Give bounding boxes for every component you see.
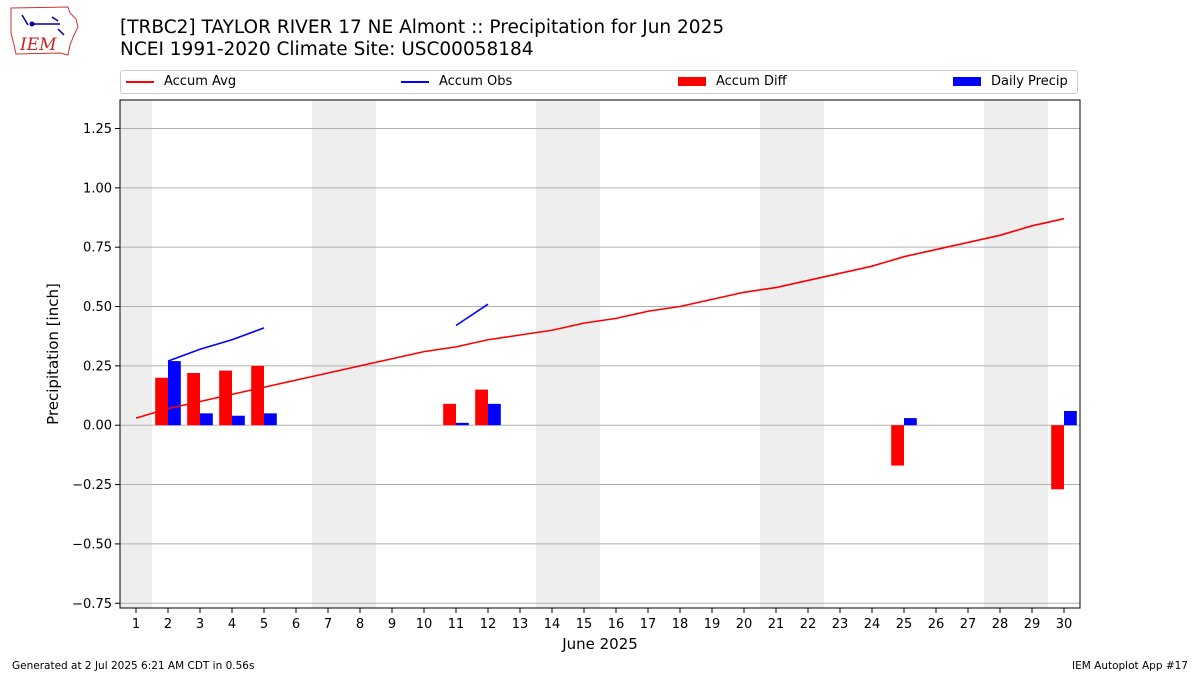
x-tick-label: 30 (1056, 617, 1073, 632)
series-lines (135, 217, 1065, 419)
x-tick-label: 26 (928, 617, 945, 632)
x-tick-label: 22 (800, 617, 817, 632)
footer-app: IEM Autoplot App #17 (1072, 660, 1188, 672)
x-tick-label: 7 (324, 617, 332, 632)
x-tick-label: 11 (448, 617, 465, 632)
accum-diff-bar (251, 365, 264, 426)
weekend-band (984, 100, 1048, 608)
legend-swatch-daily-precip (953, 77, 981, 86)
iem-logo: IEM (8, 5, 80, 63)
chart-title: [TRBC2] TAYLOR RIVER 17 NE Almont :: Pre… (120, 17, 725, 38)
y-tick-label: 0.25 (83, 359, 112, 374)
x-tick-label: 21 (768, 617, 785, 632)
accum-diff-bar (1051, 425, 1064, 490)
plot-area-frame (119, 99, 1081, 609)
legend-item-accum-diff: Accum Diff (678, 74, 787, 89)
y-tick-label: 1.00 (83, 181, 112, 196)
daily-precip-bar (264, 413, 277, 426)
daily-precip-bar (168, 361, 181, 426)
y-tick-label: 1.25 (83, 122, 112, 137)
accum-obs-line (167, 327, 265, 362)
legend-swatch-accum-avg (126, 80, 154, 83)
x-tick-label: 3 (196, 617, 204, 632)
x-tick-label: 12 (480, 617, 497, 632)
x-tick-label: 29 (1024, 617, 1041, 632)
legend-label-accum-diff: Accum Diff (716, 74, 787, 89)
daily-precip-bar (488, 403, 501, 426)
x-tick-label: 28 (992, 617, 1009, 632)
x-tick-label: 24 (864, 617, 881, 632)
x-tick-label: 15 (576, 617, 593, 632)
legend: Accum Avg Accum Obs Accum Diff Daily Pre… (120, 70, 1078, 94)
accum-diff-bar (219, 370, 232, 426)
iem-logo-text: IEM (19, 35, 57, 55)
weekend-shading (120, 100, 1048, 608)
accum-diff-bar (475, 389, 488, 426)
x-tick-label: 4 (228, 617, 236, 632)
legend-item-accum-avg: Accum Avg (126, 74, 236, 89)
accum-diff-bar (187, 372, 200, 426)
daily-precip-bar (456, 422, 469, 426)
x-tick-label: 2 (164, 617, 172, 632)
grid-lines (120, 127, 1080, 604)
x-tick-label: 18 (672, 617, 689, 632)
x-tick-label: 27 (960, 617, 977, 632)
accum-diff-bar (155, 377, 168, 426)
accum-obs-line (455, 303, 489, 327)
y-tick-label: 0.50 (83, 300, 112, 315)
footer-generated: Generated at 2 Jul 2025 6:21 AM CDT in 0… (12, 660, 255, 672)
bars (155, 361, 1077, 490)
chart-subtitle: NCEI 1991-2020 Climate Site: USC00058184 (120, 39, 534, 60)
y-axis-label: Precipitation [inch] (44, 283, 62, 425)
y-tick-label: −0.50 (72, 537, 112, 552)
daily-precip-bar (232, 415, 245, 426)
legend-swatch-accum-obs (401, 80, 429, 83)
accum-diff-bar (891, 425, 904, 466)
legend-label-daily-precip: Daily Precip (991, 74, 1068, 89)
x-tick-label: 14 (544, 617, 561, 632)
x-tick-label: 16 (608, 617, 625, 632)
x-tick-label: 23 (832, 617, 849, 632)
weekend-band (536, 100, 600, 608)
x-tick-label: 13 (512, 617, 529, 632)
accum-avg-line (135, 217, 1065, 419)
y-tick-label: 0.00 (83, 419, 112, 434)
iowa-map-icon: IEM (10, 6, 79, 56)
y-tick-label: −0.75 (72, 597, 112, 612)
x-tick-label: 1 (132, 617, 140, 632)
x-tick-label: 20 (736, 617, 753, 632)
x-tick-label: 9 (388, 617, 396, 632)
legend-label-accum-avg: Accum Avg (164, 74, 237, 89)
legend-label-accum-obs: Accum Obs (439, 74, 513, 89)
daily-precip-bar (1064, 410, 1077, 426)
x-tick-label: 17 (640, 617, 657, 632)
daily-precip-bar (200, 413, 213, 426)
y-tick-label: −0.25 (72, 478, 112, 493)
x-axis-label: June 2025 (561, 635, 638, 653)
weekend-band (120, 100, 152, 608)
legend-swatch-accum-diff (678, 77, 706, 86)
accum-diff-bar (443, 403, 456, 426)
y-axis-ticks: −0.75 −0.50 −0.25 0.00 0.25 0.50 0.75 1.00 1.25 (72, 122, 120, 612)
x-tick-label: 25 (896, 617, 913, 632)
weekend-band (760, 100, 824, 608)
x-tick-label: 5 (260, 617, 268, 632)
legend-item-accum-obs: Accum Obs (401, 74, 512, 89)
legend-item-daily-precip: Daily Precip (953, 74, 1068, 89)
daily-precip-bar (904, 418, 917, 426)
y-tick-label: 0.75 (83, 241, 112, 256)
x-tick-label: 6 (292, 617, 300, 632)
x-tick-label: 10 (416, 617, 433, 632)
x-tick-label: 19 (704, 617, 721, 632)
weekend-band (312, 100, 376, 608)
x-axis-ticks: 1 2 3 4 5 6 7 8 9 10 11 12 13 14 15 16 17 18 19 20 21 22 23 24 2… (132, 608, 1072, 632)
x-tick-label: 8 (356, 617, 364, 632)
